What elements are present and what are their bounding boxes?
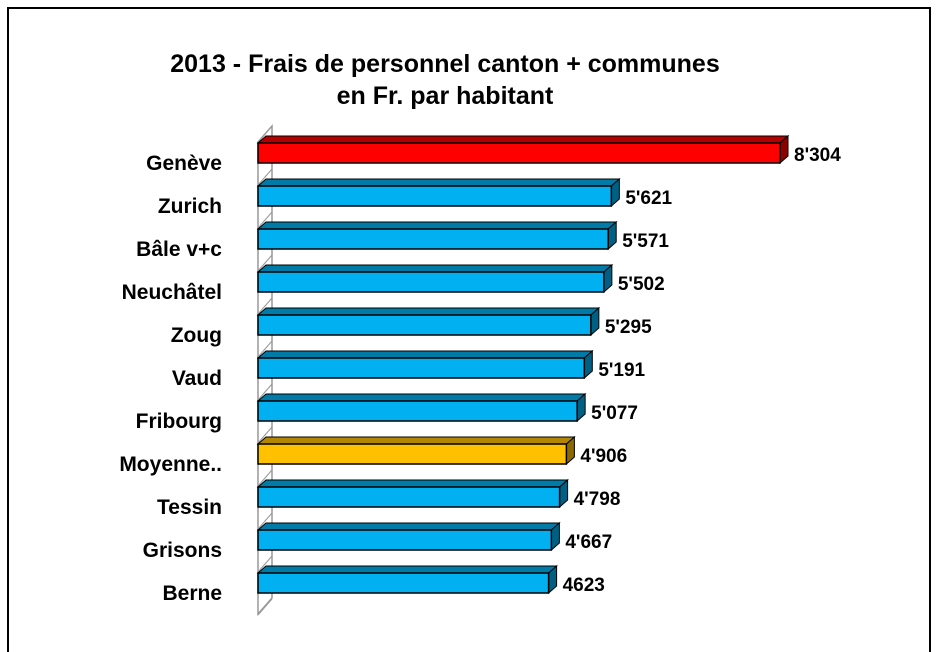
- bar: [257, 357, 586, 379]
- y-tick-label: Genève: [146, 152, 222, 175]
- data-label: 5'191: [598, 360, 645, 381]
- y-tick-label: Moyenne..: [119, 453, 222, 476]
- axis-tick: [257, 426, 273, 444]
- axis-tick: [257, 598, 273, 616]
- bar: [257, 142, 781, 164]
- axis-tick: [257, 383, 273, 401]
- chart-title: 2013 - Frais de personnel canton + commu…: [170, 50, 720, 78]
- bar-side-shade: [559, 480, 568, 507]
- bar-side-shade: [566, 437, 575, 464]
- axis-tick: [257, 555, 273, 573]
- bar-side-shade: [590, 308, 599, 335]
- bar-top-shade: [258, 351, 593, 358]
- data-label: 8'304: [794, 145, 841, 166]
- bar-top-shade: [258, 179, 620, 186]
- y-tick-label: Bâle v+c: [136, 238, 222, 261]
- y-tick-label: Neuchâtel: [122, 281, 222, 304]
- frame: [7, 7, 931, 652]
- axis-tick: [257, 469, 273, 487]
- axis-tick: [257, 297, 273, 315]
- data-label: 5'571: [622, 231, 669, 252]
- bar: [257, 228, 609, 250]
- y-tick-label: Berne: [162, 582, 222, 605]
- bar: [257, 529, 553, 551]
- bar-top-shade: [258, 308, 599, 315]
- bar: [257, 271, 605, 293]
- bar-side-shade: [780, 136, 788, 163]
- data-label: 4'667: [565, 532, 612, 553]
- data-label: 5'502: [618, 274, 665, 295]
- bar: [257, 486, 561, 508]
- bar-top-shade: [258, 222, 617, 229]
- bar: [257, 185, 613, 207]
- bar-side-shade: [608, 222, 617, 249]
- y-tick-label: Fribourg: [136, 410, 222, 433]
- y-tick-label: Zurich: [158, 195, 222, 218]
- bar-side-shade: [548, 566, 557, 593]
- bar-side-shade: [584, 351, 593, 378]
- data-label: 5'295: [605, 317, 652, 338]
- bar: [257, 400, 578, 422]
- bar: [257, 572, 550, 594]
- axis-tick: [257, 512, 273, 530]
- bar: [257, 443, 568, 465]
- bar-top-shade: [258, 394, 586, 401]
- data-label: 4'798: [574, 489, 621, 510]
- data-label: 4'906: [580, 446, 627, 467]
- chart-title: en Fr. par habitant: [337, 82, 554, 110]
- bar-top-shade: [258, 136, 788, 143]
- axis-tick: [257, 254, 273, 272]
- bar-top-shade: [258, 437, 575, 444]
- bar-top-shade: [258, 523, 560, 530]
- bar-side-shade: [577, 394, 586, 421]
- bar-top-shade: [258, 566, 557, 573]
- data-label: 4623: [563, 575, 605, 596]
- y-tick-label: Grisons: [143, 539, 222, 562]
- y-tick-label: Tessin: [157, 496, 222, 519]
- bar-top-shade: [258, 480, 568, 487]
- y-tick-label: Vaud: [172, 367, 222, 390]
- bar: [257, 314, 592, 336]
- y-tick-label: Zoug: [171, 324, 222, 347]
- bar-side-shade: [551, 523, 560, 550]
- bar-side-shade: [603, 265, 612, 292]
- bar-top-shade: [258, 265, 612, 272]
- data-label: 5'621: [625, 188, 672, 209]
- axis-tick: [257, 340, 273, 358]
- axis-tick: [257, 168, 273, 186]
- bar-side-shade: [611, 179, 620, 206]
- axis-tick: [257, 211, 273, 229]
- data-label: 5'077: [591, 403, 638, 424]
